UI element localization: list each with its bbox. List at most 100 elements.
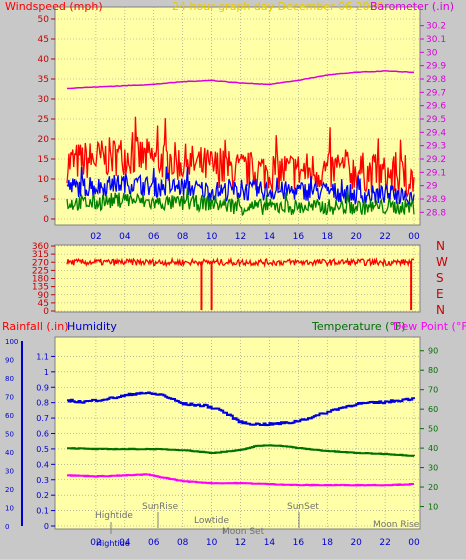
temp-y-tick-label: 40 — [428, 444, 438, 453]
temp-y-tick-label: 80 — [428, 366, 438, 375]
rain-y-tick-label: 0.7 — [36, 414, 49, 423]
humidity-y-tick-label: 20 — [5, 486, 14, 494]
baro-y-tick-label: 30.2 — [426, 22, 446, 32]
wind-y-tick-label: 50 — [38, 15, 50, 25]
climate-x-tick-label: 02 — [90, 538, 101, 548]
sunrise-annotation: SunRise — [142, 502, 179, 512]
wind-x-tick-label: 12 — [235, 232, 246, 242]
baro-y-tick-label: 30.1 — [426, 35, 446, 45]
temperature-title: Temperature (°F) — [311, 320, 406, 333]
humidity-y-tick-label: 10 — [5, 505, 14, 513]
humidity-y-tick-label: 90 — [5, 357, 14, 365]
baro-y-tick-label: 29.7 — [426, 88, 446, 98]
direction-y-tick-label: 270 — [32, 258, 49, 268]
wind-x-tick-label: 22 — [379, 232, 390, 242]
rain-y-tick-label: 0.2 — [36, 491, 49, 500]
baro-y-tick-label: 29 — [426, 182, 438, 192]
temp-y-tick-label: 50 — [428, 425, 438, 434]
rain-y-tick-label: 1 — [44, 368, 49, 377]
humidity-y-tick-label: 80 — [5, 375, 14, 383]
wind-series-average — [66, 166, 415, 206]
temp-y-tick-label: 20 — [428, 483, 438, 492]
rain-y-tick-label: 0.5 — [36, 445, 49, 454]
rain-y-tick-label: 0.8 — [36, 399, 49, 408]
dewpoint-title: Dew Point (°F) — [393, 320, 466, 333]
baro-y-tick-label: 29.8 — [426, 75, 446, 85]
climate-x-tick-label: 18 — [322, 538, 334, 548]
climate-x-tick-label: 08 — [177, 538, 189, 548]
direction-y-tick-label: 90 — [38, 291, 50, 301]
climate-x-tick-label: 16 — [293, 538, 305, 548]
wind-y-tick-label: 25 — [38, 115, 49, 125]
compass-label-n-top: N — [436, 239, 445, 253]
temp-y-tick-label: 90 — [428, 347, 438, 356]
wind-x-tick-label: 06 — [148, 232, 160, 242]
temp-y-tick-label: 70 — [428, 386, 438, 395]
wind-x-tick-label: 18 — [322, 232, 334, 242]
wind-y-tick-label: 40 — [38, 55, 50, 65]
axes-layer: 02 04 06 08 10 12 14 16 18 20 22 000510152025303540… — [5, 15, 446, 548]
compass-label-e: E — [436, 287, 444, 301]
barometer-series — [66, 70, 415, 90]
baro-y-tick-label: 29.3 — [426, 142, 446, 152]
wind-x-tick-label: 04 — [119, 232, 131, 242]
wind-y-tick-label: 35 — [38, 75, 49, 85]
wind-x-tick-label: 20 — [350, 232, 362, 242]
compass-label-w: W — [436, 255, 448, 269]
rain-y-tick-label: 0.4 — [36, 460, 49, 469]
rain-y-tick-label: 1.1 — [36, 352, 49, 361]
baro-y-tick-label: 29.2 — [426, 155, 446, 165]
graph-header: 24 hour graph day December 06 2020 — [172, 0, 384, 13]
rain-y-tick-label: 0.9 — [36, 383, 49, 392]
humidity-y-tick-label: 60 — [5, 412, 14, 420]
temp-y-tick-label: 10 — [428, 503, 438, 512]
wind-y-tick-label: 5 — [43, 195, 49, 205]
windspeed-title: Windspeed (mph) — [5, 0, 103, 13]
baro-y-tick-label: 29.5 — [426, 115, 446, 125]
wind-y-tick-label: 45 — [38, 35, 49, 45]
climate-x-tick-label: 20 — [350, 538, 362, 548]
wind-x-tick-label: 00 — [408, 232, 420, 242]
rain-y-tick-label: 0.1 — [36, 507, 49, 516]
wind-y-tick-label: 15 — [38, 155, 49, 165]
temp-y-tick-label: 30 — [428, 464, 438, 473]
hightide-annotation: Hightide — [95, 511, 133, 521]
barometer-title: Barometer (.in) — [370, 0, 454, 13]
climate-x-tick-label: 00 — [408, 538, 420, 548]
climate-series-humidity — [67, 391, 415, 427]
moonrise-annotation: Moon Rise — [373, 520, 420, 530]
climate-x-tick-label: 04 — [119, 538, 131, 548]
baro-y-tick-label: 28.9 — [426, 195, 446, 205]
wind-x-tick-label: 14 — [264, 232, 276, 242]
rain-y-tick-label: 0.6 — [36, 430, 49, 439]
humidity-title: Humidity — [67, 320, 117, 333]
climate-series-temperature — [67, 444, 415, 457]
rainfall-title: Rainfall (.in) — [2, 320, 69, 333]
baro-y-tick-label: 30 — [426, 48, 438, 58]
direction-y-tick-label: 225 — [32, 266, 49, 276]
direction-y-tick-label: 0 — [43, 307, 49, 317]
direction-y-tick-label: 180 — [32, 275, 49, 285]
humidity-y-tick-label: 40 — [5, 449, 14, 457]
wind-y-tick-label: 20 — [38, 135, 50, 145]
wind-x-tick-label: 10 — [206, 232, 218, 242]
wind-series-lull — [66, 187, 415, 217]
wind-series-gust — [66, 116, 415, 198]
wind-x-tick-label: 08 — [177, 232, 189, 242]
climate-x-tick-label: 12 — [235, 538, 246, 548]
climate-x-tick-label: 14 — [264, 538, 276, 548]
sunset-annotation: SunSet — [287, 502, 319, 512]
rain-y-tick-label: 0.3 — [36, 476, 49, 485]
climate-x-tick-label: 06 — [148, 538, 160, 548]
temp-y-tick-label: 60 — [428, 405, 438, 414]
series-layer — [66, 70, 415, 487]
hightide-annotation-2: Hightide — [96, 539, 130, 548]
humidity-y-tick-label: 30 — [5, 468, 14, 476]
direction-series — [66, 256, 415, 268]
wind-y-tick-label: 0 — [43, 215, 49, 225]
wind-y-tick-label: 10 — [38, 175, 50, 185]
baro-y-tick-label: 29.1 — [426, 168, 446, 178]
humidity-y-tick-label: 50 — [5, 431, 14, 439]
